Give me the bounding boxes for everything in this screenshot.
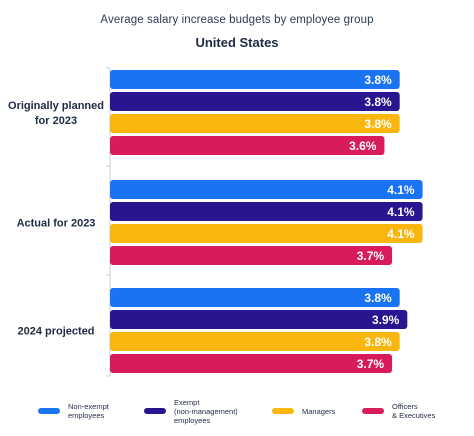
category-label: Originally planned for 2023 <box>8 100 104 127</box>
data-label: 3.9% <box>372 313 400 327</box>
data-label: 4.1% <box>387 205 415 219</box>
legend-item: Officers & Executives <box>362 396 435 426</box>
chart-legend: Non-exempt employees Exempt (non-manageme… <box>0 396 474 432</box>
legend-label: Exempt (non-management) employees <box>174 397 238 425</box>
bar <box>110 310 408 329</box>
legend-item: Non-exempt employees <box>38 396 109 426</box>
data-label: 3.7% <box>357 357 385 371</box>
legend-swatch <box>38 408 60 414</box>
data-label: 3.8% <box>364 73 392 87</box>
bar <box>110 114 400 133</box>
legend-swatch <box>272 408 294 414</box>
category-label: 2024 projected <box>17 326 94 338</box>
bar <box>110 180 423 199</box>
legend-label: Non-exempt employees <box>68 402 109 420</box>
bar <box>110 92 400 111</box>
data-label: 3.8% <box>364 291 392 305</box>
bar <box>110 332 400 351</box>
chart-subtitle: United States <box>195 35 279 50</box>
data-label: 3.6% <box>349 139 377 153</box>
legend-item: Exempt (non-management) employees <box>144 396 238 426</box>
legend-swatch <box>144 408 166 414</box>
data-label: 3.8% <box>364 95 392 109</box>
data-label: 3.8% <box>364 335 392 349</box>
bar <box>110 202 423 221</box>
bar <box>110 354 393 373</box>
data-label: 4.1% <box>387 227 415 241</box>
bar <box>110 136 385 155</box>
bar <box>110 224 423 243</box>
category-label: Actual for 2023 <box>17 218 96 230</box>
legend-item: Managers <box>272 396 335 426</box>
bar-chart: Originally planned for 2023 3.8% 3.8% 3.8% 3.… <box>8 67 423 377</box>
legend-swatch <box>362 408 384 414</box>
legend-label: Officers & Executives <box>392 402 436 420</box>
data-label: 3.7% <box>357 249 385 263</box>
bar <box>110 246 393 265</box>
chart-title: Average salary increase budgets by emplo… <box>100 14 374 26</box>
legend-label: Managers <box>302 406 336 416</box>
bar <box>110 70 400 89</box>
data-label: 3.8% <box>364 117 392 131</box>
bar <box>110 288 400 307</box>
data-label: 4.1% <box>387 183 415 197</box>
